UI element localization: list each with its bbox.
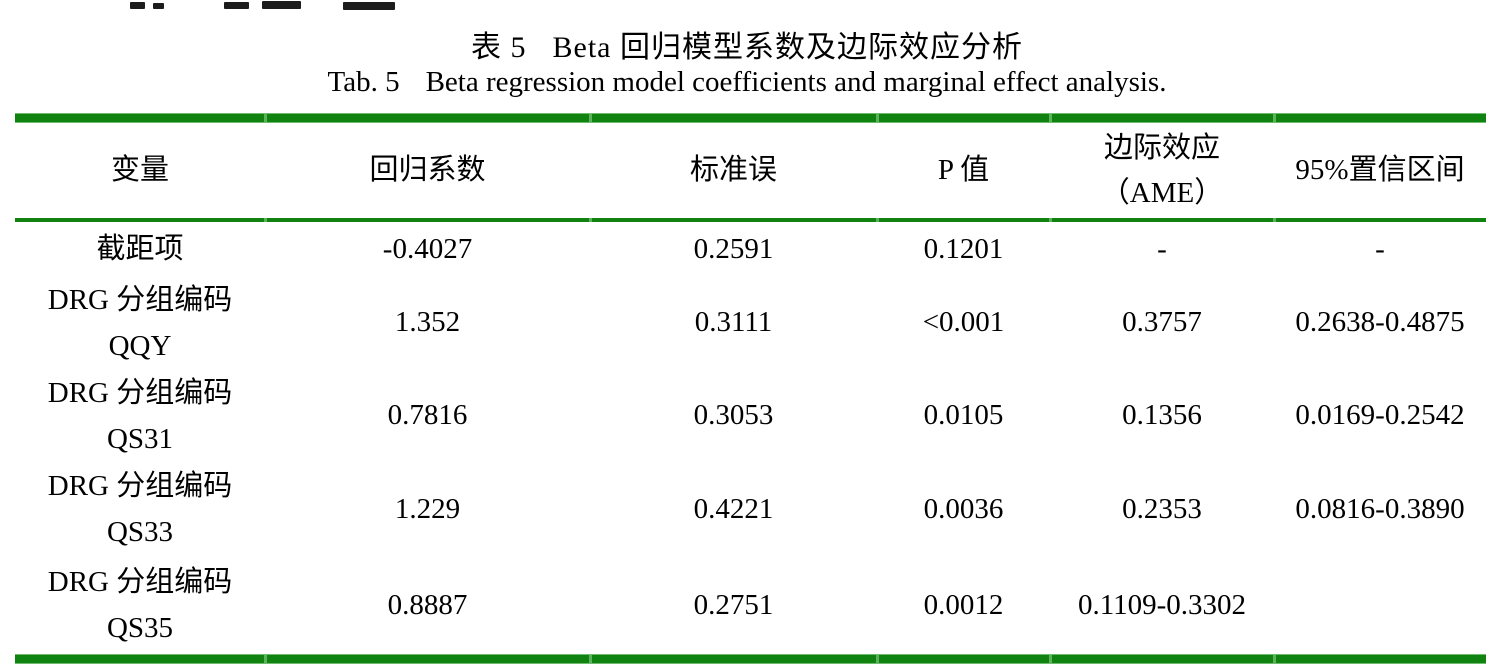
text-mark <box>262 1 301 9</box>
col-header-p-value: P 值 <box>937 154 990 187</box>
table-number-zh: 表 5 <box>471 31 527 64</box>
cell-ame: 0.1109-0.3302 <box>1077 588 1247 621</box>
col-header-ame-line2: （AME） <box>1100 176 1224 209</box>
cell-coefficient: 0.7816 <box>387 399 468 432</box>
cell-variable: DRG 分组编码 QS33 <box>15 463 265 555</box>
rule-notch <box>876 655 879 663</box>
cell-variable-line2: QS31 <box>106 422 174 455</box>
cell-variable-line1: DRG 分组编码 <box>47 283 233 316</box>
col-header-variable: 变量 <box>110 154 169 187</box>
cell-std-error: 0.2751 <box>693 588 774 621</box>
cell-variable: DRG 分组编码 QS35 <box>15 559 265 651</box>
table-row: DRG 分组编码 QQY 1.352 0.3111 <0.001 0.3757 … <box>15 276 1486 369</box>
cell-ame: 0.2353 <box>1122 492 1202 525</box>
cell-variable-line2: QS33 <box>106 516 174 548</box>
table-caption-en: Tab. 5 Beta regression model coefficients… <box>0 66 1494 99</box>
cell-p-value: 0.0105 <box>923 399 1004 432</box>
col-header-coefficient: 回归系数 <box>369 154 486 187</box>
text-mark <box>130 2 145 9</box>
rule-notch <box>589 114 592 122</box>
cell-variable-line2: QS35 <box>106 612 174 644</box>
cell-variable-line1: DRG 分组编码 <box>47 470 233 502</box>
cell-ci: 0.0816-0.3890 <box>1295 492 1465 525</box>
clipped-text-fragment <box>0 0 420 12</box>
table-row: DRG 分组编码 QS31 0.7816 0.3053 0.0105 0.135… <box>15 369 1486 462</box>
rule-notch <box>1049 114 1052 122</box>
text-mark <box>343 2 395 10</box>
table-header-rule <box>15 218 1486 222</box>
table-row: 截距项 -0.4027 0.2591 0.1201 - - <box>15 222 1486 276</box>
col-header-ame: 边际效应 （AME） <box>1050 126 1274 216</box>
cell-variable: 截距项 <box>96 232 184 265</box>
cell-coefficient: 1.229 <box>394 492 461 525</box>
table-row: DRG 分组编码 QS33 1.229 0.4221 0.0036 0.2353… <box>15 462 1486 556</box>
cell-ci: - <box>1375 232 1385 265</box>
cell-p-value: 0.0036 <box>923 492 1004 525</box>
table-number-en: Tab. 5 <box>327 66 400 98</box>
col-header-ci: 95%置信区间 <box>1295 154 1465 187</box>
table-top-rule <box>15 113 1486 123</box>
rule-notch <box>589 218 592 222</box>
cell-p-value: 0.0012 <box>923 588 1004 621</box>
cell-ci: 0.2638-0.4875 <box>1295 306 1465 339</box>
cell-coefficient: 0.8887 <box>387 588 468 621</box>
rule-notch <box>1049 218 1052 222</box>
table-title-en: Beta regression model coefficients and m… <box>425 66 1167 98</box>
rule-notch <box>589 655 592 663</box>
cell-ame: 0.1356 <box>1122 399 1202 432</box>
text-mark <box>153 3 164 9</box>
table-bottom-rule <box>15 654 1486 664</box>
cell-std-error: 0.3111 <box>694 306 773 339</box>
cell-variable: DRG 分组编码 QS31 <box>15 370 265 462</box>
cell-variable: DRG 分组编码 QQY <box>15 277 265 369</box>
beta-regression-table: 变量 回归系数 标准误 P 值 边际效应 （AME） 95%置信区间 截距项 -… <box>15 113 1486 664</box>
rule-notch <box>264 655 267 663</box>
cell-variable-line2: QQY <box>108 329 172 362</box>
cell-std-error: 0.2591 <box>693 232 774 265</box>
rule-notch <box>1273 655 1276 663</box>
cell-p-value: <0.001 <box>922 306 1005 339</box>
rule-notch <box>1273 218 1276 222</box>
rule-notch <box>876 114 879 122</box>
cell-ci: 0.0169-0.2542 <box>1295 399 1465 432</box>
cell-coefficient: -0.4027 <box>382 232 473 265</box>
cell-coefficient: 1.352 <box>394 306 461 339</box>
cell-ame: - <box>1157 232 1167 265</box>
rule-notch <box>264 114 267 122</box>
rule-notch <box>1049 655 1052 663</box>
header-row: 变量 回归系数 标准误 P 值 边际效应 （AME） 95%置信区间 <box>15 123 1486 218</box>
col-header-std-error: 标准误 <box>689 154 777 187</box>
cell-std-error: 0.4221 <box>693 492 774 525</box>
rule-notch <box>1273 114 1276 122</box>
table-caption-zh: 表 5 Beta 回归模型系数及边际效应分析 <box>0 22 1494 66</box>
cell-p-value: 0.1201 <box>923 232 1004 265</box>
cell-variable-line1: DRG 分组编码 <box>47 566 233 598</box>
col-header-ame-line1: 边际效应 <box>1103 131 1220 164</box>
text-mark <box>224 2 249 9</box>
rule-notch <box>264 218 267 222</box>
table-title-zh: Beta 回归模型系数及边际效应分析 <box>552 31 1023 64</box>
cell-ame: 0.3757 <box>1122 306 1202 339</box>
rule-notch <box>876 218 879 222</box>
table-row: DRG 分组编码 QS35 0.8887 0.2751 0.0012 0.110… <box>15 556 1486 654</box>
cell-std-error: 0.3053 <box>693 399 774 432</box>
cell-variable-line1: DRG 分组编码 <box>47 376 233 409</box>
